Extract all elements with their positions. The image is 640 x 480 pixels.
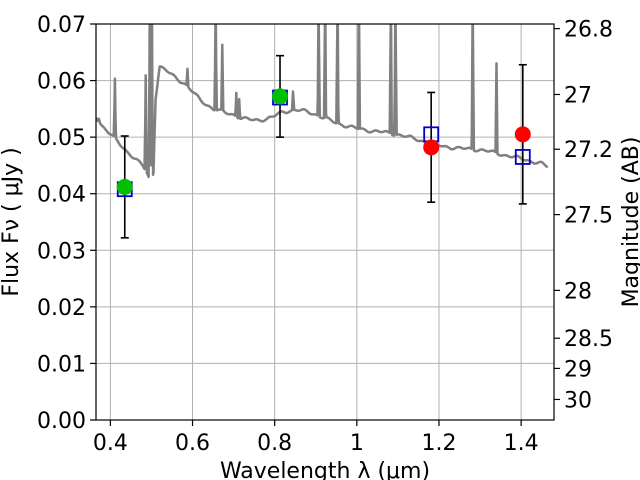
x-tick-label: 1.4 [504,431,539,456]
x-tick-label: 0.6 [175,431,210,456]
x-tick-label: 1 [350,431,364,456]
y-tick-label: 0.01 [37,352,86,377]
y-tick-label: 0.02 [37,296,86,321]
red-data-point [514,126,531,143]
red-data-point [423,139,440,156]
axes [95,23,555,421]
y-tick-label: 0.05 [37,126,86,151]
right-tick-label: 29 [564,357,592,382]
right-tick-label: 30 [564,388,592,413]
ticks: 0.4 0.6 0.8 1 1.2 1.4 0.00 0.01 0.02 0.03 0.04 0.05… [37,13,613,456]
right-tick-label: 27 [564,83,592,108]
right-tick-label: 27.2 [564,138,613,163]
y-tick-label: 0.03 [37,239,86,264]
right-tick-label: 28.5 [564,327,613,352]
data-markers [116,88,531,198]
right-tick-label: 27.5 [564,204,613,229]
green-data-point [272,88,289,105]
x-tick-label: 1.2 [421,431,456,456]
sed-spectrum [96,24,549,179]
axes-frame [95,23,555,421]
green-data-point [116,178,133,195]
y-tick-label: 0.07 [37,13,86,38]
right-tick-label: 28 [564,279,592,304]
right-axis-label: Magnitude (AB) [619,137,640,308]
x-axis-label: Wavelength λ (μm) [220,459,430,480]
x-tick-label: 0.4 [93,431,128,456]
model-square-point [514,149,531,165]
y-tick-label: 0.06 [37,70,86,95]
x-tick-label: 0.8 [257,431,292,456]
y-tick-label: 0.04 [37,183,86,208]
y-axis-label: Flux Fν ( μJy ) [0,147,24,296]
right-tick-label: 26.8 [564,18,613,43]
y-tick-label: 0.00 [37,409,86,434]
sed-line [96,24,549,179]
